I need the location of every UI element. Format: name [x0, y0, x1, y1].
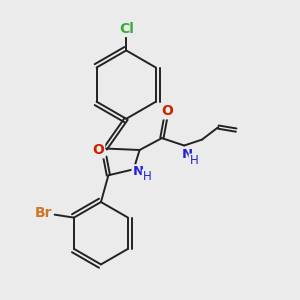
- Text: H: H: [190, 154, 198, 167]
- Text: Br: Br: [34, 206, 52, 220]
- Text: N: N: [133, 165, 144, 178]
- Text: O: O: [92, 143, 104, 157]
- Text: H: H: [91, 144, 101, 158]
- Text: N: N: [182, 148, 193, 161]
- Text: Cl: Cl: [119, 22, 134, 36]
- Text: H: H: [143, 170, 152, 183]
- Text: O: O: [161, 104, 173, 118]
